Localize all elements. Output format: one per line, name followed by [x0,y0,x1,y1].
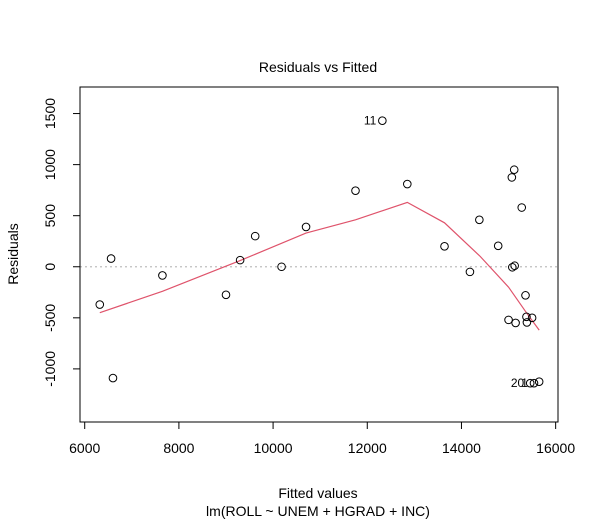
smoothed-trend-line [99,201,540,331]
y-tick-label: 1000 [42,149,58,180]
data-point [465,267,475,277]
y-tick-label: 500 [42,204,58,228]
data-point [351,186,360,195]
data-point [277,262,286,272]
y-tick-label: -1000 [42,351,58,387]
data-point [440,242,449,251]
data-point [504,315,513,325]
data-point [522,318,532,327]
point-labels: 11 201 [364,114,528,390]
data-point [493,241,503,251]
data-point [250,231,260,241]
data-point [95,300,105,309]
data-point [221,290,231,300]
x-axis: 6000 8000 10000 12000 14000 16000 [69,421,575,456]
data-points [95,116,544,388]
point-label: 20 [511,376,525,390]
x-tick-label: 6000 [69,440,100,456]
data-point [522,312,531,322]
data-point [301,222,311,232]
x-tick-label: 10000 [254,440,293,456]
point-label: 1 [521,376,528,390]
y-tick-label: 1500 [42,98,58,129]
chart-title: Residuals vs Fitted [259,59,377,75]
data-point [158,271,167,280]
data-point [508,262,517,272]
data-point [509,165,519,175]
x-tick-label: 8000 [163,440,194,456]
y-tick-label: 0 [42,263,58,271]
data-point [106,254,116,263]
data-point [521,291,530,300]
data-point [403,179,412,189]
x-axis-label: Fitted values [278,485,357,501]
y-axis: -1000 -500 0 500 1000 1500 [42,98,81,387]
data-point [527,313,537,323]
data-point [235,255,245,265]
data-point [529,378,539,388]
data-point [534,377,544,386]
data-point [511,318,520,328]
data-point [517,203,527,212]
data-point [108,373,118,383]
y-axis-label: Residuals [5,223,21,284]
y-tick-label: -500 [42,304,58,332]
x-tick-label: 14000 [442,440,481,456]
data-point [475,215,484,225]
point-label: 11 [364,114,377,128]
data-point [510,261,519,271]
data-point [378,116,387,126]
chart-subtitle: lm(ROLL ~ UNEM + HGRAD + INC) [206,503,430,519]
x-tick-label: 12000 [348,440,387,456]
x-tick-label: 16000 [536,440,575,456]
data-point [525,378,535,388]
data-point [507,173,517,182]
